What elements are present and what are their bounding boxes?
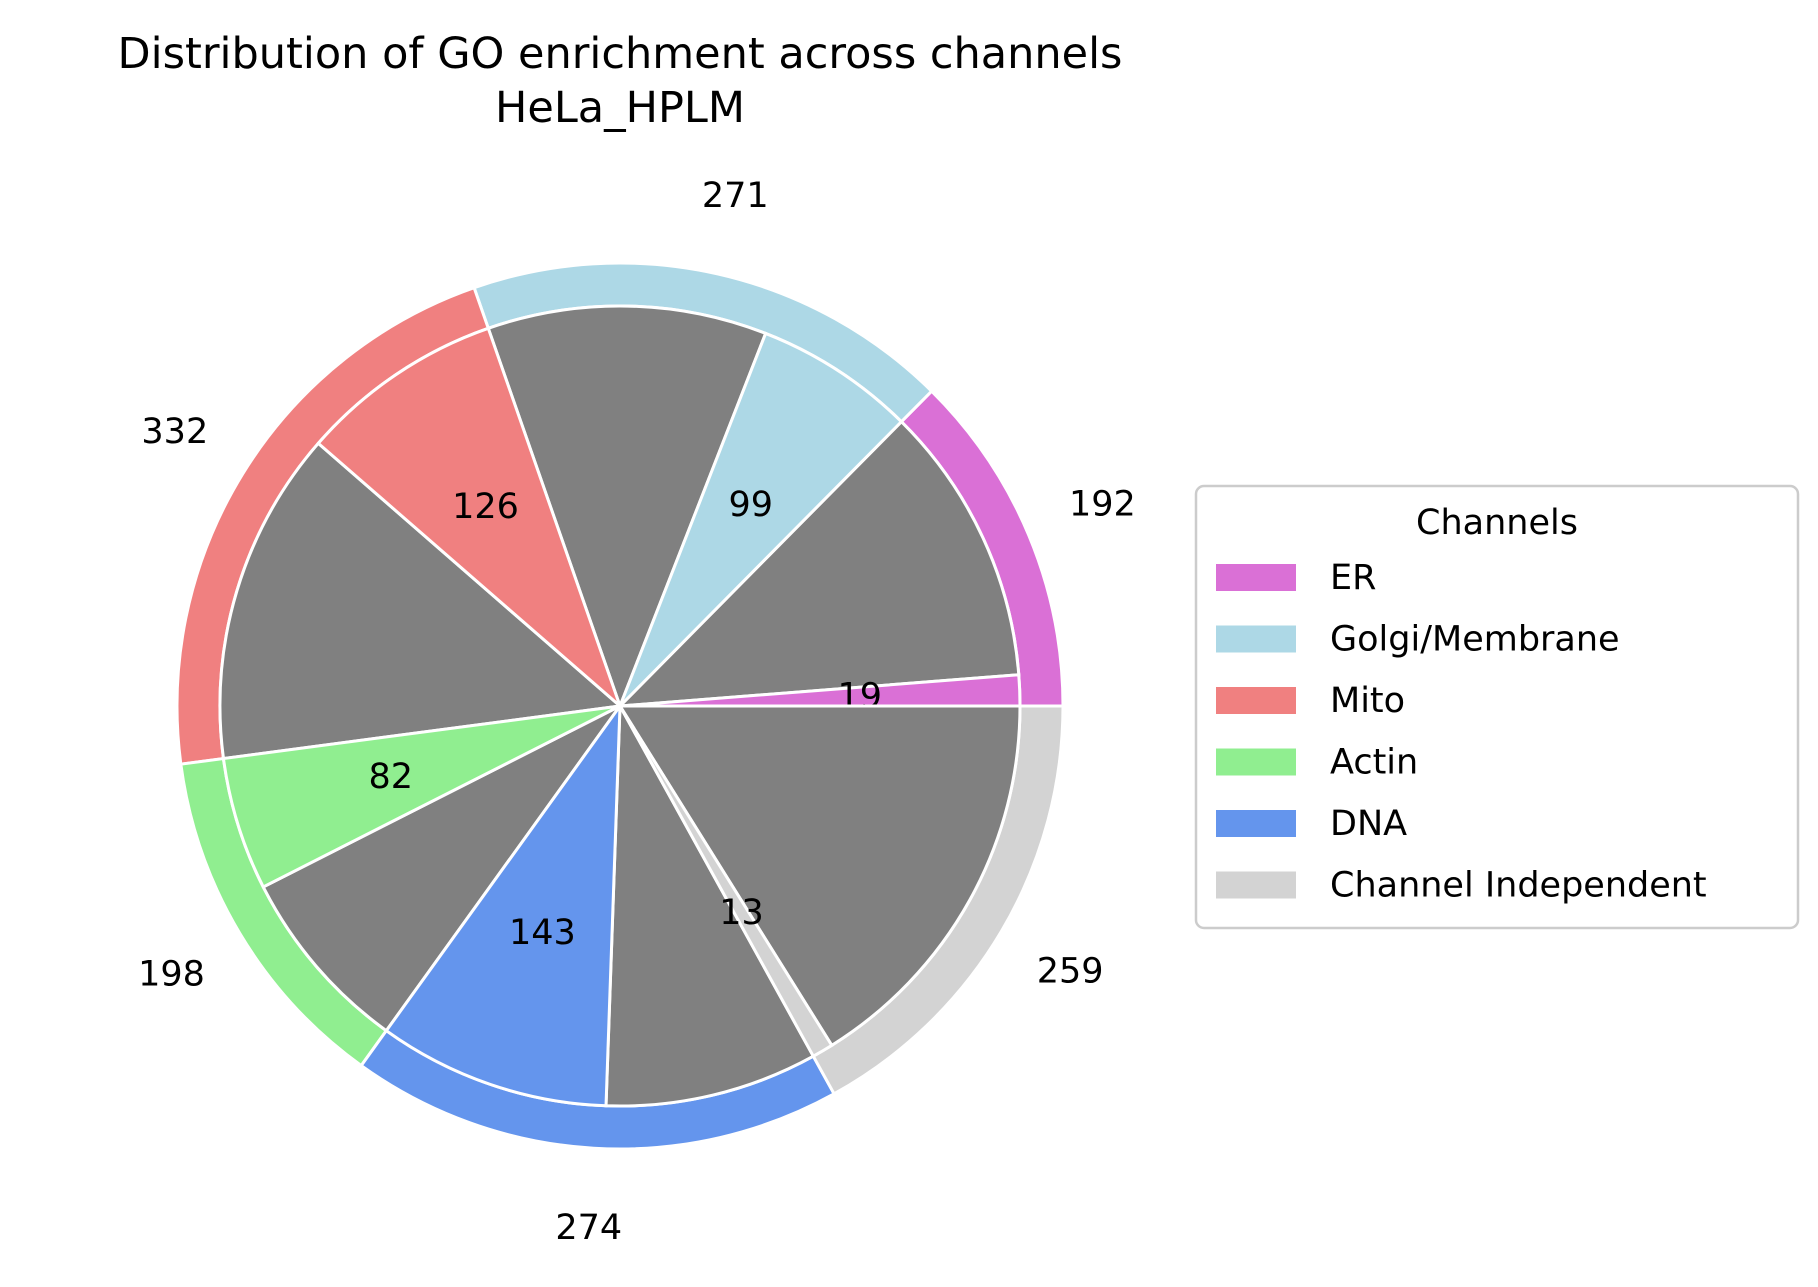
legend-swatch-er xyxy=(1216,564,1296,591)
legend-swatch-actin xyxy=(1216,748,1296,776)
outer-label-channel-independent: 259 xyxy=(1037,952,1104,992)
outer-label-actin: 198 xyxy=(138,954,205,994)
inner-slice-channel-independent xyxy=(618,705,834,1059)
inner-remainder-dna xyxy=(604,700,816,1108)
inner-remainder-channel-independent xyxy=(617,704,1022,1048)
outer-label-mito: 332 xyxy=(141,412,208,452)
legend-label-golgi-membrane: Golgi/Membrane xyxy=(1330,620,1620,660)
outer-label-golgi-membrane: 271 xyxy=(702,176,769,216)
inner-slice-mito xyxy=(316,326,624,711)
inner-label-golgi-membrane: 99 xyxy=(729,485,774,525)
outer-label-er: 192 xyxy=(1069,485,1136,525)
inner-slice-dna xyxy=(384,701,622,1108)
inner-remainder-actin xyxy=(261,704,622,1033)
legend-title: Channels xyxy=(1416,503,1578,543)
legend-swatch-dna xyxy=(1216,810,1296,837)
legend-label-channel-independent: Channel Independent xyxy=(1330,866,1707,906)
outer-label-dna: 274 xyxy=(555,1208,622,1248)
legend-label-dna: DNA xyxy=(1330,804,1407,844)
inner-remainder-er xyxy=(616,419,1021,708)
inner-label-actin: 82 xyxy=(368,757,413,797)
legend: Channels ER Golgi/Membrane Mito Actin DNA Cha… xyxy=(1194,484,1800,930)
chart-subtitle: HeLa_HPLM xyxy=(495,83,745,133)
chart-title: Distribution of GO enrichment across cha… xyxy=(118,29,1123,79)
inner-remainder-mito xyxy=(218,441,624,761)
inner-slice-golgi-membrane xyxy=(618,331,904,708)
inner-label-channel-independent: 13 xyxy=(719,893,764,933)
legend-label-er: ER xyxy=(1330,558,1376,598)
legend-label-mito: Mito xyxy=(1330,681,1405,721)
inner-label-dna: 143 xyxy=(509,913,576,953)
legend-swatch-mito xyxy=(1216,687,1296,714)
inner-slice-actin xyxy=(221,704,621,889)
legend-swatch-channel-independent xyxy=(1216,871,1296,899)
legend-label-actin: Actin xyxy=(1330,743,1418,783)
inner-label-mito: 126 xyxy=(452,487,519,527)
legend-frame xyxy=(1194,484,1800,930)
inner-remainder-golgi-membrane xyxy=(486,304,768,711)
legend-swatch-golgi-membrane xyxy=(1216,625,1296,653)
